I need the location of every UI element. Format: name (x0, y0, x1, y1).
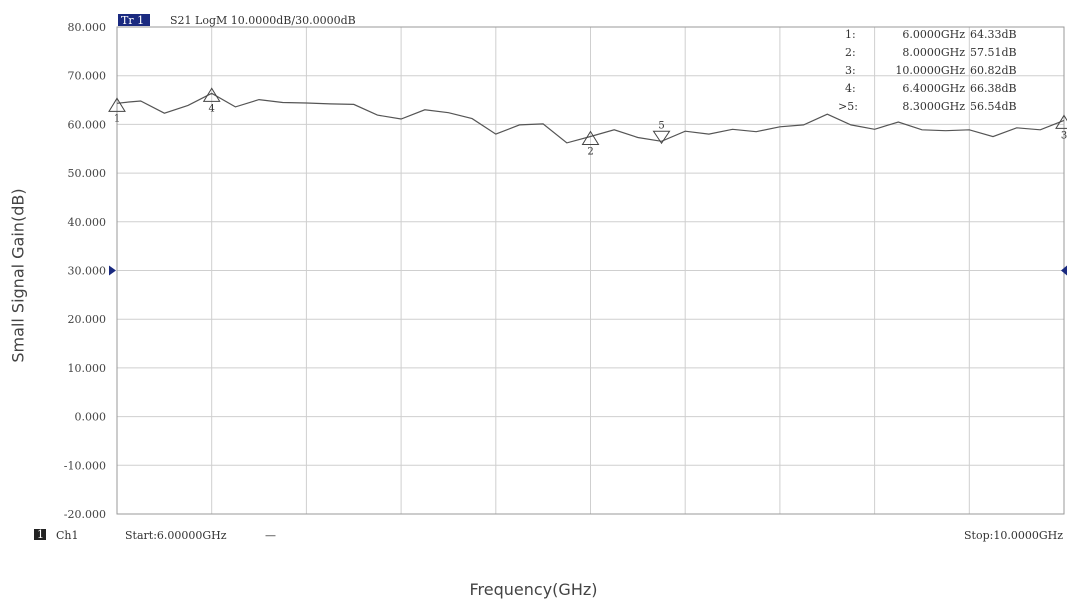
y-tick-label: 0.000 (75, 411, 107, 424)
y-tick-label: -20.000 (64, 508, 106, 521)
marker-table-value: 56.54dB (970, 100, 1017, 113)
marker-table-index: 4: (845, 82, 856, 95)
marker-4-label: 4 (209, 103, 215, 114)
y-tick-label: 50.000 (68, 167, 107, 180)
start-dash: — (265, 529, 276, 542)
y-tick-label: 60.000 (68, 118, 107, 131)
marker-5-triangle[interactable] (652, 130, 671, 145)
marker-table-value: 60.82dB (970, 64, 1017, 77)
trace-info: S21 LogM 10.0000dB/30.0000dB (170, 14, 356, 27)
marker-table-index: >5: (838, 100, 858, 113)
marker-2-triangle[interactable] (581, 130, 600, 146)
x-axis-title: Frequency(GHz) (469, 580, 598, 599)
channel-badge[interactable]: 1 (37, 528, 44, 541)
chart-markers: 1 4 2 5 3 (108, 87, 1067, 158)
y-tick-label: -10.000 (64, 459, 106, 472)
marker-table-value: 64.33dB (970, 28, 1017, 41)
start-frequency-label: Start:6.00000GHz (125, 529, 227, 542)
channel-label: Ch1 (56, 529, 79, 542)
marker-table-value: 66.38dB (970, 82, 1017, 95)
stop-frequency-label: Stop:10.0000GHz (964, 529, 1063, 542)
y-tick-label: 30.000 (68, 265, 107, 278)
vna-chart: 80.00070.00060.00050.00040.00030.00020.0… (34, 14, 1067, 542)
marker-1-label: 1 (114, 113, 120, 124)
marker-4-triangle[interactable] (202, 87, 221, 102)
trace-line-s21 (116, 92, 1065, 144)
y-tick-labels: 80.000 70.000 60.000 50.000 40.000 30.000 20.0… (64, 21, 106, 521)
trace-badge-bg[interactable] (118, 14, 150, 26)
marker-table-freq: 8.0000GHz (902, 46, 965, 59)
marker-table-freq: 8.3000GHz (902, 100, 965, 113)
marker-2-label: 2 (587, 147, 593, 158)
trace-badge[interactable]: Tr 1 (121, 14, 144, 27)
marker-table-freq: 6.4000GHz (902, 82, 965, 95)
marker-table-index: 2: (845, 46, 856, 59)
marker-table-freq: 6.0000GHz (902, 28, 965, 41)
marker-readout-table: 1: 6.0000GHz 64.33dB 2: 8.0000GHz 57.51d… (838, 28, 1017, 113)
marker-table-index: 1: (845, 28, 856, 41)
marker-table-index: 3: (845, 64, 856, 77)
y-tick-label: 20.000 (68, 313, 107, 326)
marker-table-freq: 10.0000GHz (895, 64, 965, 77)
reference-level-left-arrow[interactable] (109, 265, 116, 276)
marker-3-triangle[interactable] (1055, 114, 1067, 129)
marker-3-label: 3 (1061, 130, 1067, 141)
y-tick-label: 80.000 (68, 21, 107, 34)
marker-table-value: 57.51dB (970, 46, 1017, 59)
y-tick-label: 40.000 (68, 216, 107, 229)
channel-badge-bg[interactable] (34, 529, 46, 540)
y-tick-label: 10.000 (68, 362, 107, 375)
marker-5-label: 5 (658, 120, 664, 131)
marker-1-triangle[interactable] (108, 97, 126, 112)
y-axis-title: Small Signal Gain(dB) (8, 188, 28, 363)
y-tick-label: 70.000 (68, 70, 107, 83)
reference-level-right-arrow[interactable] (1061, 265, 1067, 276)
